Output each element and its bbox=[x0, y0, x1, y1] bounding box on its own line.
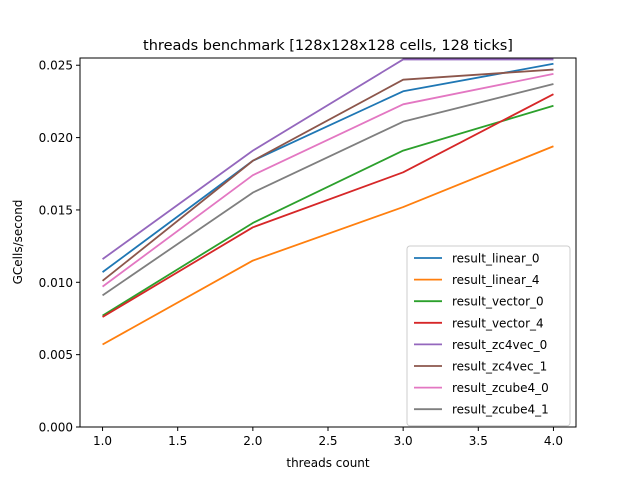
x-axis-label: threads count bbox=[286, 456, 370, 470]
legend-label: result_zc4vec_1 bbox=[452, 360, 547, 374]
series-line-result_vector_4 bbox=[102, 93, 554, 318]
series-line-result_zc4vec_1 bbox=[101, 68, 554, 282]
series-line-result_linear_0 bbox=[102, 62, 554, 273]
x-tick-label: 4.0 bbox=[544, 434, 563, 448]
x-tick-label: 3.0 bbox=[394, 434, 413, 448]
legend-label: result_zcube4_1 bbox=[452, 403, 549, 417]
legend-label: result_vector_0 bbox=[452, 295, 544, 309]
x-tick-label: 3.5 bbox=[469, 434, 488, 448]
legend-label: result_zc4vec_0 bbox=[452, 338, 547, 352]
chart-title: threads benchmark [128x128x128 cells, 12… bbox=[143, 38, 513, 54]
y-tick-label: 0.015 bbox=[39, 203, 73, 217]
series-line-result_vector_0 bbox=[102, 104, 554, 317]
y-tick-label: 0.025 bbox=[39, 59, 73, 73]
series-line-result_linear_4 bbox=[102, 145, 554, 346]
y-axis-label: GCells/second bbox=[11, 200, 25, 285]
y-tick-label: 0.005 bbox=[39, 348, 73, 362]
series-line-result_zcube4_0 bbox=[102, 73, 554, 288]
y-tick-label: 0.000 bbox=[39, 421, 73, 435]
legend-label: result_vector_4 bbox=[452, 316, 544, 330]
x-tick-label: 2.5 bbox=[318, 434, 337, 448]
legend-box bbox=[406, 245, 571, 427]
legend-label: result_linear_4 bbox=[452, 273, 540, 287]
x-tick-label: 1.5 bbox=[168, 434, 187, 448]
legend-label: result_zcube4_0 bbox=[452, 381, 549, 395]
y-axis: 0.000 0.005 0.010 0.015 0.020 0.025 bbox=[39, 59, 80, 435]
legend-label: result_linear_0 bbox=[452, 252, 540, 266]
y-tick-label: 0.020 bbox=[39, 131, 73, 145]
x-axis: 1.0 1.5 2.0 2.5 3.0 3.5 4.0 bbox=[93, 427, 563, 448]
x-tick-label: 2.0 bbox=[243, 434, 262, 448]
y-tick-label: 0.010 bbox=[39, 276, 73, 290]
series-layer bbox=[101, 58, 554, 346]
legend: result_linear_0 result_linear_4 result_vec… bbox=[406, 245, 571, 427]
series-line-result_zc4vec_0 bbox=[102, 58, 554, 260]
x-tick-label: 1.0 bbox=[93, 434, 112, 448]
series-line-result_zcube4_1 bbox=[102, 83, 554, 297]
